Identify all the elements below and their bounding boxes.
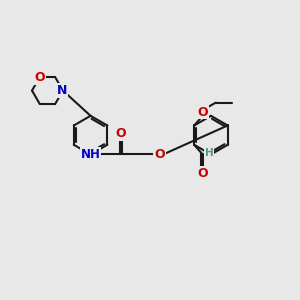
Text: O: O <box>34 71 45 84</box>
Text: O: O <box>197 167 208 180</box>
Text: N: N <box>57 84 68 97</box>
Text: O: O <box>115 127 126 140</box>
Text: O: O <box>197 106 208 118</box>
Text: H: H <box>205 148 213 158</box>
Text: O: O <box>154 148 165 161</box>
Text: NH: NH <box>81 148 100 161</box>
